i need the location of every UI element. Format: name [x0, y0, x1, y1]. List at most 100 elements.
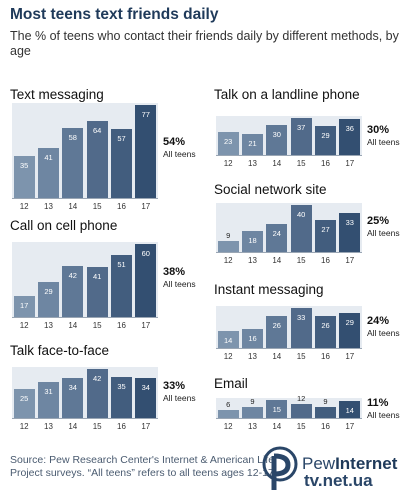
x-tick-label: 13	[44, 202, 53, 211]
bar-talk-on-a-landline-phone-16	[314, 126, 337, 155]
bar-talk-face-to-face-15	[86, 369, 108, 418]
data-label: 77	[141, 110, 150, 119]
x-tick-label: 14	[272, 422, 282, 431]
x-tick-label: 13	[44, 321, 53, 330]
bar-call-on-cell-phone-15	[86, 267, 108, 317]
x-tick-label: 12	[19, 202, 29, 211]
bar-talk-face-to-face-17	[135, 378, 157, 418]
bar-talk-on-a-landline-phone-13	[241, 134, 264, 155]
bar-talk-on-a-landline-phone-12	[217, 132, 239, 155]
x-tick-label: 17	[141, 321, 151, 330]
x-tick-label: 15	[296, 256, 306, 265]
x-tick-label: 12	[223, 159, 233, 168]
x-tick-label: 13	[248, 159, 257, 168]
data-label: 17	[19, 301, 29, 311]
bar-call-on-cell-phone-17	[135, 244, 157, 317]
data-label: 14	[345, 406, 354, 416]
x-tick-label: 12	[223, 352, 233, 361]
x-tick-label: 17	[345, 256, 355, 265]
chart-title-instant-messaging: Instant messaging	[214, 282, 324, 297]
x-tick-label: 17	[141, 422, 151, 431]
chart-title-email: Email	[214, 376, 248, 391]
plot-background	[12, 103, 158, 198]
data-label: 58	[68, 132, 77, 142]
bar-text-messaging-15	[86, 120, 108, 198]
bar-talk-face-to-face-13	[37, 381, 60, 418]
data-label: 33	[296, 313, 306, 322]
data-label: 29	[321, 131, 330, 140]
x-tick-label: 13	[248, 422, 257, 431]
data-label: 36	[345, 124, 354, 133]
bar-instant-messaging-13	[241, 328, 264, 348]
data-label: 42	[68, 270, 77, 280]
plot-background	[216, 306, 362, 348]
data-label: 60	[141, 249, 150, 258]
x-tick-label: 14	[272, 159, 282, 168]
page-subtitle: The % of teens who contact their friends…	[10, 29, 399, 58]
data-label: 14	[223, 336, 233, 346]
data-label: 6	[226, 400, 231, 409]
bar-talk-face-to-face-14	[62, 378, 84, 418]
bar-text-messaging-14	[62, 127, 84, 198]
logo-url: tv.net.ua	[304, 471, 373, 490]
plot-background	[216, 116, 362, 155]
x-tick-label: 17	[345, 352, 355, 361]
all-teens-value: 30%	[367, 123, 390, 136]
data-label: 23	[223, 137, 233, 146]
bar-talk-face-to-face-16	[110, 377, 133, 418]
x-tick-label: 16	[321, 352, 330, 361]
all-teens-value: 33%	[163, 379, 186, 392]
bar-email-14	[266, 400, 288, 418]
data-label: 30	[272, 130, 281, 139]
data-label: 42	[92, 374, 102, 383]
x-tick-label: 14	[272, 256, 282, 265]
bar-text-messaging-17	[135, 105, 157, 198]
data-label: 26	[272, 321, 281, 331]
data-label: 34	[68, 383, 77, 393]
all-teens-label: All teens	[163, 148, 196, 159]
chart-title-talk-face-to-face: Talk face-to-face	[10, 343, 110, 358]
data-label: 35	[117, 382, 126, 392]
data-label: 9	[250, 397, 255, 407]
bar-email-12	[217, 410, 239, 418]
x-tick-label: 15	[92, 321, 102, 330]
all-teens-label: All teens	[367, 410, 400, 420]
bar-instant-messaging-14	[266, 316, 288, 348]
bar-email-16	[314, 407, 337, 418]
x-axis-line	[12, 198, 158, 199]
data-label: 37	[296, 123, 306, 132]
pew-logo-mark-icon	[262, 446, 298, 490]
bar-email-15	[290, 403, 312, 418]
bar-social-network-site-12	[217, 241, 239, 252]
data-label: 18	[248, 235, 257, 245]
chart-title-talk-on-a-landline-phone: Talk on a landline phone	[214, 87, 360, 102]
bar-talk-on-a-landline-phone-14	[266, 125, 288, 155]
bar-talk-on-a-landline-phone-15	[290, 118, 312, 155]
plot-background	[12, 367, 158, 418]
bar-social-network-site-15	[290, 205, 312, 252]
all-teens-label: All teens	[367, 327, 400, 338]
data-label: 16	[248, 333, 257, 343]
all-teens-value: 25%	[367, 215, 390, 228]
data-label: 9	[323, 397, 328, 407]
x-tick-label: 16	[117, 321, 126, 330]
data-label: 24	[272, 228, 281, 238]
data-label: 25	[19, 393, 29, 403]
x-tick-label: 17	[345, 422, 355, 431]
bar-text-messaging-12	[13, 155, 35, 198]
all-teens-label: All teens	[367, 136, 400, 147]
all-teens-value: 54%	[163, 135, 186, 148]
x-tick-label: 16	[117, 202, 126, 211]
chart-title-social-network-site: Social network site	[214, 182, 327, 197]
bar-social-network-site-16	[314, 220, 337, 252]
data-label: 26	[321, 321, 330, 331]
bar-call-on-cell-phone-12	[13, 296, 35, 317]
data-label: 12	[296, 393, 306, 403]
data-label: 64	[92, 125, 102, 135]
data-label: 31	[44, 386, 53, 396]
data-label: 9	[226, 231, 231, 241]
data-label: 21	[248, 139, 257, 148]
bar-instant-messaging-17	[339, 312, 361, 348]
bar-call-on-cell-phone-16	[110, 254, 133, 317]
x-tick-label: 12	[223, 256, 233, 265]
